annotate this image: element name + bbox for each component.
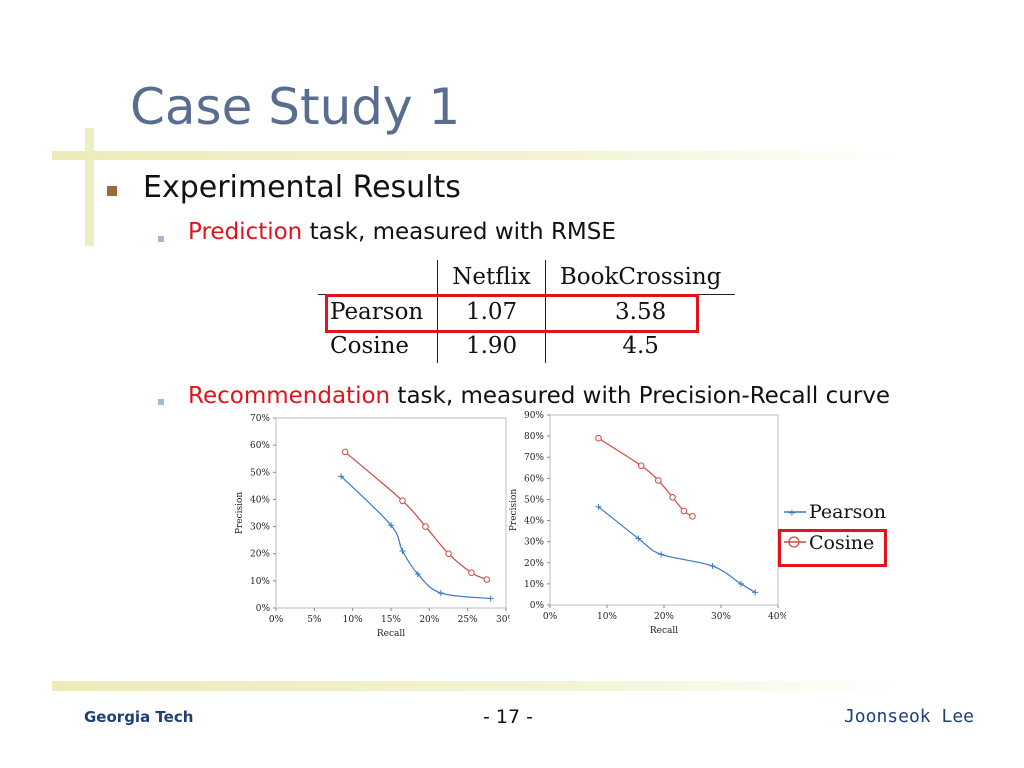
cosine-point-marker	[399, 497, 406, 505]
precision-recall-chart-left: 0% 10% 20% 30% 40% 50% 60% 70% 0% 5% 10% 15% 20% 25% 3…	[235, 414, 510, 639]
recommendation-keyword: Recommendation	[188, 383, 391, 409]
x-tick-label: 30%	[496, 615, 510, 625]
x-tick-label: 10%	[343, 615, 363, 625]
cosine-point-marker	[680, 507, 688, 515]
y-tick-label: 30%	[524, 538, 544, 548]
cosine-point-marker	[595, 434, 602, 442]
y-tick-label: 20%	[524, 559, 544, 569]
x-tick-label: 0%	[269, 615, 284, 625]
cosine-point-marker	[468, 569, 475, 577]
cosine-point-marker	[445, 550, 452, 558]
x-tick-label: 20%	[419, 615, 439, 625]
x-axis-label: Recall	[377, 629, 405, 639]
x-tick-label: 20%	[654, 612, 674, 622]
table-row-label-pearson: Pearson	[318, 294, 439, 329]
series-line-pearson	[598, 506, 756, 593]
cosine-point-marker	[422, 523, 429, 530]
prediction-description: task, measured with RMSE	[302, 219, 616, 245]
pearson-row-highlight-box	[325, 294, 699, 333]
sub-bullet-icon	[158, 399, 164, 405]
x-tick-label: 40%	[768, 612, 786, 622]
cosine-point-marker	[655, 477, 662, 484]
y-tick-label: 0%	[256, 604, 271, 614]
cosine-legend-highlight-box	[778, 529, 887, 567]
legend-pearson-marker: +	[788, 508, 796, 519]
bullet-experimental-results: Experimental Results	[143, 170, 461, 205]
y-tick-label: 60%	[250, 441, 270, 451]
y-tick-label: 70%	[250, 414, 270, 424]
x-tick-label: 25%	[458, 615, 478, 625]
y-tick-label: 50%	[250, 468, 270, 478]
x-tick-label: 5%	[307, 615, 322, 625]
table-row-label-cosine: Cosine	[318, 329, 439, 363]
x-tick-label: 10%	[597, 612, 617, 622]
table-header-bookcrossing: BookCrossing	[545, 260, 736, 295]
decorative-vertical-bar	[85, 128, 94, 246]
recommendation-description: task, measured with Precision-Recall cur…	[390, 383, 891, 409]
x-tick-label: 30%	[711, 612, 731, 622]
y-tick-label: 10%	[524, 580, 544, 590]
slide-title: Case Study 1	[130, 78, 461, 136]
y-tick-label: 30%	[250, 523, 270, 533]
legend-cosine-label: Cosine	[809, 532, 874, 554]
x-tick-label: 15%	[381, 615, 401, 625]
chart-legend: + Pearson Cosine	[784, 501, 886, 554]
y-axis-label: Precision	[509, 489, 519, 532]
legend-cosine-marker	[788, 536, 800, 548]
series-line-pearson	[340, 475, 491, 600]
table-cell-cosine-netflix: 1.90	[437, 329, 546, 363]
cosine-point-marker	[637, 462, 645, 469]
cosine-point-marker	[341, 448, 349, 456]
rmse-table: Netflix BookCrossing Pearson 1.07 3.58 C…	[318, 260, 736, 363]
x-axis-label: Recall	[650, 626, 678, 636]
cosine-point-marker	[689, 513, 696, 520]
y-tick-label: 90%	[524, 411, 544, 421]
y-tick-label: 10%	[250, 577, 270, 587]
y-tick-label: 80%	[524, 432, 544, 442]
y-tick-label: 20%	[250, 550, 270, 560]
plot-area	[275, 417, 507, 609]
table-cell-pearson-netflix: 1.07	[437, 294, 546, 329]
bullet-square-icon	[107, 186, 117, 196]
y-tick-label: 40%	[250, 495, 270, 505]
table-header-netflix: Netflix	[437, 260, 546, 295]
decorative-top-rule	[52, 151, 902, 160]
table-cell-pearson-bookcrossing: 3.58	[615, 299, 667, 325]
footer-author: Joonseok Lee	[843, 706, 974, 727]
cosine-point-marker	[483, 576, 491, 583]
decorative-bottom-rule	[52, 681, 902, 691]
legend-pearson-label: Pearson	[809, 501, 886, 523]
precision-recall-chart-right: 0% 10% 20% 30% 40% 50% 60% 70% 80% 90% 0% 10% 20% 30%…	[509, 411, 786, 636]
table-corner	[318, 260, 439, 295]
sub-bullet-prediction: Prediction task, measured with RMSE	[188, 219, 616, 245]
cosine-point-marker	[669, 494, 676, 501]
x-tick-label: 0%	[543, 612, 558, 622]
y-axis-label: Precision	[235, 492, 245, 535]
y-tick-label: 0%	[530, 601, 545, 611]
footer-institution: Georgia Tech	[84, 708, 194, 726]
sub-bullet-recommendation: Recommendation task, measured with Preci…	[188, 383, 890, 409]
y-tick-label: 40%	[524, 517, 544, 527]
y-tick-label: 50%	[524, 495, 544, 505]
footer-page-number: - 17 -	[483, 706, 533, 728]
y-tick-label: 60%	[524, 474, 544, 484]
sub-bullet-icon	[158, 236, 164, 242]
plot-area	[549, 414, 779, 606]
prediction-keyword: Prediction	[188, 219, 303, 245]
y-tick-label: 70%	[524, 453, 544, 463]
table-cell-cosine-bookcrossing: 4.5	[622, 333, 659, 359]
